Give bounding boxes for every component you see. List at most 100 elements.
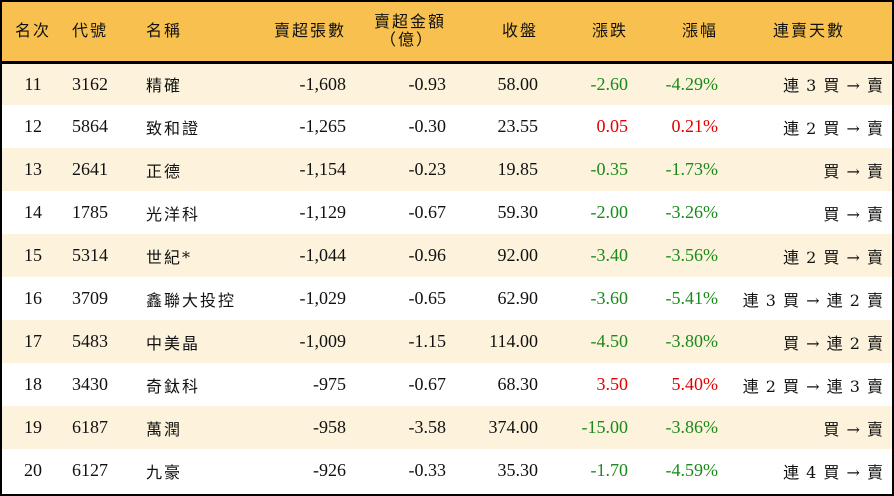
table-row: 18 3430 奇鈦科 -975 -0.67 68.30 3.50 5.40% 連 2 買 → … xyxy=(2,363,892,406)
cell-code: 6127 xyxy=(72,460,108,480)
cell-net-sell-lots: -1,608 xyxy=(299,73,347,94)
cell-code: 5864 xyxy=(72,116,108,136)
cell-close: 68.30 xyxy=(497,374,539,394)
header-name: 名稱 xyxy=(146,21,183,41)
cell-net-sell-lots: -975 xyxy=(313,374,346,394)
cell-change-pct: -1.73% xyxy=(665,159,719,179)
cell-streak: 連 2 買 → 連 3 賣 xyxy=(742,376,884,396)
cell-change-pct: -3.56% xyxy=(665,245,719,265)
cell-name: 奇鈦科 xyxy=(146,376,201,396)
cell-close: 62.90 xyxy=(497,288,539,308)
cell-close: 58.00 xyxy=(497,73,539,94)
cell-close: 92.00 xyxy=(497,245,539,265)
cell-change-pct: -3.80% xyxy=(665,331,719,351)
cell-streak: 買 → 連 2 賣 xyxy=(783,333,884,353)
cell-close: 374.00 xyxy=(488,417,539,437)
cell-name: 光洋科 xyxy=(146,204,201,224)
cell-name: 致和證 xyxy=(146,118,201,138)
cell-net-sell-lots: -926 xyxy=(313,460,346,480)
cell-change: 0.05 xyxy=(596,116,629,136)
cell-change: 3.50 xyxy=(596,374,629,394)
cell-code: 5314 xyxy=(72,245,108,265)
table-row: 19 6187 萬潤 -958 -3.58 374.00 -15.00 -3.86% 買 → 賣 xyxy=(2,406,892,449)
cell-net-sell-lots: -958 xyxy=(313,417,346,437)
cell-change-pct: -3.86% xyxy=(665,417,719,437)
cell-rank: 15 xyxy=(24,245,42,265)
cell-net-sell-amount: -0.30 xyxy=(408,116,447,136)
cell-code: 1785 xyxy=(72,202,108,222)
cell-net-sell-amount: -0.96 xyxy=(408,245,447,265)
cell-code: 3430 xyxy=(72,374,108,394)
cell-streak: 買 → 賣 xyxy=(823,419,884,439)
cell-change-pct: -3.26% xyxy=(665,202,719,222)
cell-code: 3162 xyxy=(72,73,108,94)
cell-name: 鑫聯大投控 xyxy=(146,290,237,310)
cell-net-sell-amount: -0.33 xyxy=(408,460,447,480)
header-streak: 連賣天數 xyxy=(772,21,845,41)
cell-rank: 11 xyxy=(24,73,42,94)
cell-close: 114.00 xyxy=(489,331,538,351)
cell-change: -2.00 xyxy=(590,202,629,222)
cell-rank: 20 xyxy=(24,460,42,480)
table-row: 16 3709 鑫聯大投控 -1,029 -0.65 62.90 -3.60 -5.41% 連 … xyxy=(2,277,892,320)
header-net-sell-amount-line1: 賣超金額 xyxy=(373,12,446,32)
cell-change-pct: 5.40% xyxy=(671,374,719,394)
cell-rank: 16 xyxy=(24,288,42,308)
table-body: 11 3162 精確 -1,608 -0.93 58.00 -2.60 -4.29% 連 3 買… xyxy=(2,62,892,492)
cell-net-sell-lots: -1,129 xyxy=(299,202,347,222)
table-row: 20 6127 九豪 -926 -0.33 35.30 -1.70 -4.59% 連 4 買 →… xyxy=(2,449,892,492)
table-row: 17 5483 中美晶 -1,009 -1.15 114.00 -4.50 -3.80% 買 →… xyxy=(2,320,892,363)
cell-name: 正德 xyxy=(146,161,183,181)
cell-streak: 連 3 買 → 賣 xyxy=(783,76,884,96)
cell-rank: 19 xyxy=(24,417,42,437)
header-net-sell-lots: 賣超張數 xyxy=(273,21,346,41)
cell-net-sell-lots: -1,029 xyxy=(299,288,347,308)
cell-rank: 13 xyxy=(24,159,42,179)
header-net-sell-amount-line2: （億） xyxy=(379,30,434,50)
cell-close: 35.30 xyxy=(497,460,539,480)
header-code: 代號 xyxy=(72,21,109,41)
cell-streak: 買 → 賣 xyxy=(823,204,884,224)
cell-streak: 連 2 買 → 賣 xyxy=(783,118,884,138)
cell-streak: 連 3 買 → 連 2 賣 xyxy=(742,290,884,310)
cell-code: 3709 xyxy=(72,288,108,308)
cell-change: -4.50 xyxy=(590,331,629,351)
cell-code: 5483 xyxy=(72,331,108,351)
cell-change-pct: 0.21% xyxy=(671,116,719,136)
cell-net-sell-amount: -3.58 xyxy=(408,417,447,437)
cell-net-sell-lots: -1,265 xyxy=(299,116,347,136)
cell-net-sell-amount: -0.23 xyxy=(408,159,447,179)
table-header-row: 名次 代號 名稱 賣超張數 賣超金額 （億） 收盤 漲跌 漲幅 連賣天數 xyxy=(2,2,892,62)
cell-name: 九豪 xyxy=(146,462,183,482)
cell-rank: 18 xyxy=(24,374,42,394)
header-change: 漲跌 xyxy=(591,21,628,41)
cell-streak: 買 → 賣 xyxy=(823,161,884,181)
cell-net-sell-lots: -1,154 xyxy=(299,159,347,179)
header-net-sell-amount: 賣超金額 （億） xyxy=(354,2,454,62)
cell-net-sell-amount: -0.67 xyxy=(408,202,447,222)
table-row: 13 2641 正德 -1,154 -0.23 19.85 -0.35 -1.73% 買 → 賣 xyxy=(2,148,892,191)
cell-change: -0.35 xyxy=(590,159,629,179)
cell-net-sell-amount: -0.67 xyxy=(408,374,447,394)
cell-name: 世紀* xyxy=(146,247,193,267)
header-rank: 名次 xyxy=(14,21,51,41)
cell-code: 6187 xyxy=(72,417,108,437)
cell-net-sell-amount: -1.15 xyxy=(408,331,447,351)
cell-rank: 17 xyxy=(24,331,42,351)
cell-net-sell-amount: -0.65 xyxy=(408,288,447,308)
cell-change-pct: -4.59% xyxy=(665,460,719,480)
cell-streak: 連 2 買 → 賣 xyxy=(783,247,884,267)
cell-change: -3.40 xyxy=(590,245,629,265)
cell-net-sell-lots: -1,044 xyxy=(299,245,347,265)
cell-name: 精確 xyxy=(146,76,183,96)
cell-change: -3.60 xyxy=(590,288,629,308)
table-row: 11 3162 精確 -1,608 -0.93 58.00 -2.60 -4.29% 連 3 買… xyxy=(2,62,892,105)
table-row: 12 5864 致和證 -1,265 -0.30 23.55 0.05 0.21% 連 2 買 … xyxy=(2,105,892,148)
cell-net-sell-lots: -1,009 xyxy=(299,331,347,351)
cell-rank: 14 xyxy=(24,202,42,222)
cell-rank: 12 xyxy=(24,116,42,136)
cell-close: 23.55 xyxy=(497,116,539,136)
cell-close: 19.85 xyxy=(497,159,539,179)
